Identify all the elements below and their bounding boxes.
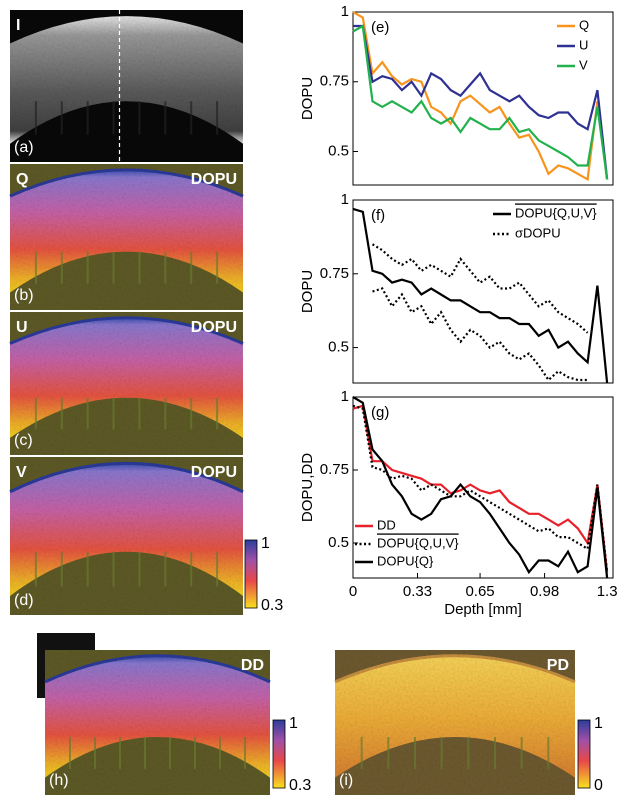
panel-label: (c) xyxy=(14,432,33,449)
series-line xyxy=(352,396,609,579)
panel-tag: U xyxy=(16,319,28,336)
speckle-texture xyxy=(10,457,243,615)
series-line xyxy=(352,207,609,384)
panel-tag: I xyxy=(16,17,20,34)
series-line xyxy=(371,243,589,334)
panel-label: (i) xyxy=(339,772,353,789)
legend-label: DOPU{Q,U,V} xyxy=(377,535,459,550)
series-line xyxy=(353,24,609,180)
colorbar-max-label: 1 xyxy=(594,715,603,732)
colorbar-max-label: 1 xyxy=(261,535,270,552)
panel-title: DD xyxy=(241,657,264,674)
y-tick-label: 0.5 xyxy=(328,534,349,551)
x-tick-label: 1.3 xyxy=(597,583,618,600)
colorbar-max-label: 1 xyxy=(289,715,298,732)
y-tick-label: 1 xyxy=(341,191,349,208)
panel-title: PD xyxy=(547,657,569,674)
panel-label: (d) xyxy=(14,592,34,609)
y-tick-label: 0.5 xyxy=(328,339,349,356)
colorbar xyxy=(577,719,591,789)
y-tick-label: 1 xyxy=(341,3,349,20)
y-axis-label: DOPU xyxy=(299,270,316,313)
legend-label: σDOPU xyxy=(515,225,561,240)
colorbar-min-label: 0 xyxy=(594,777,603,794)
colorbar-min-label: 0.3 xyxy=(289,777,311,794)
y-tick-label: 1 xyxy=(341,388,349,405)
legend-label: DOPU{Q,U,V} xyxy=(515,205,597,220)
panel-title: DOPU xyxy=(191,319,237,336)
speckle-texture xyxy=(45,650,270,795)
series-line xyxy=(352,404,609,573)
y-tick-label: 0.75 xyxy=(320,265,349,282)
y-tick-label: 0.75 xyxy=(320,73,349,90)
colorbar-min-label: 0.3 xyxy=(261,597,283,614)
legend-label: V xyxy=(579,57,588,72)
speckle-texture xyxy=(335,650,575,795)
chart-label: (f) xyxy=(371,207,385,224)
x-axis-label: Depth [mm] xyxy=(444,601,522,618)
y-axis-label: DOPU xyxy=(299,77,316,120)
series-line xyxy=(352,11,609,182)
plot-frame xyxy=(352,396,614,579)
legend-label: DD xyxy=(377,517,396,532)
series-line xyxy=(372,287,588,382)
legend-label: DOPU{Q} xyxy=(377,553,434,568)
speckle-texture xyxy=(10,10,243,162)
legend-label: U xyxy=(579,37,588,52)
x-tick-label: 0 xyxy=(349,583,357,600)
x-tick-label: 0.98 xyxy=(530,583,559,600)
panel-tag: V xyxy=(16,464,27,481)
plot-frame xyxy=(352,11,614,186)
chart-label: (g) xyxy=(371,404,389,421)
colorbar xyxy=(244,539,258,609)
y-tick-label: 0.5 xyxy=(328,142,349,159)
panel-label: (b) xyxy=(14,287,34,304)
plot-frame xyxy=(352,199,614,384)
panel-title: DOPU xyxy=(191,171,237,188)
colorbar xyxy=(272,719,286,789)
speckle-texture xyxy=(10,312,243,455)
legend-label: Q xyxy=(579,17,589,32)
panel-label: (a) xyxy=(14,139,34,156)
x-tick-label: 0.33 xyxy=(403,583,432,600)
y-tick-label: 0.75 xyxy=(320,461,349,478)
y-axis-label: DOPU,DD xyxy=(299,453,316,522)
panel-tag: Q xyxy=(16,171,28,188)
x-tick-label: 0.65 xyxy=(465,583,494,600)
chart-label: (e) xyxy=(371,19,389,36)
panel-label: (h) xyxy=(49,772,69,789)
series-line xyxy=(352,24,609,180)
series-line xyxy=(352,404,609,573)
panel-title: DOPU xyxy=(191,464,237,481)
speckle-texture xyxy=(10,164,243,310)
